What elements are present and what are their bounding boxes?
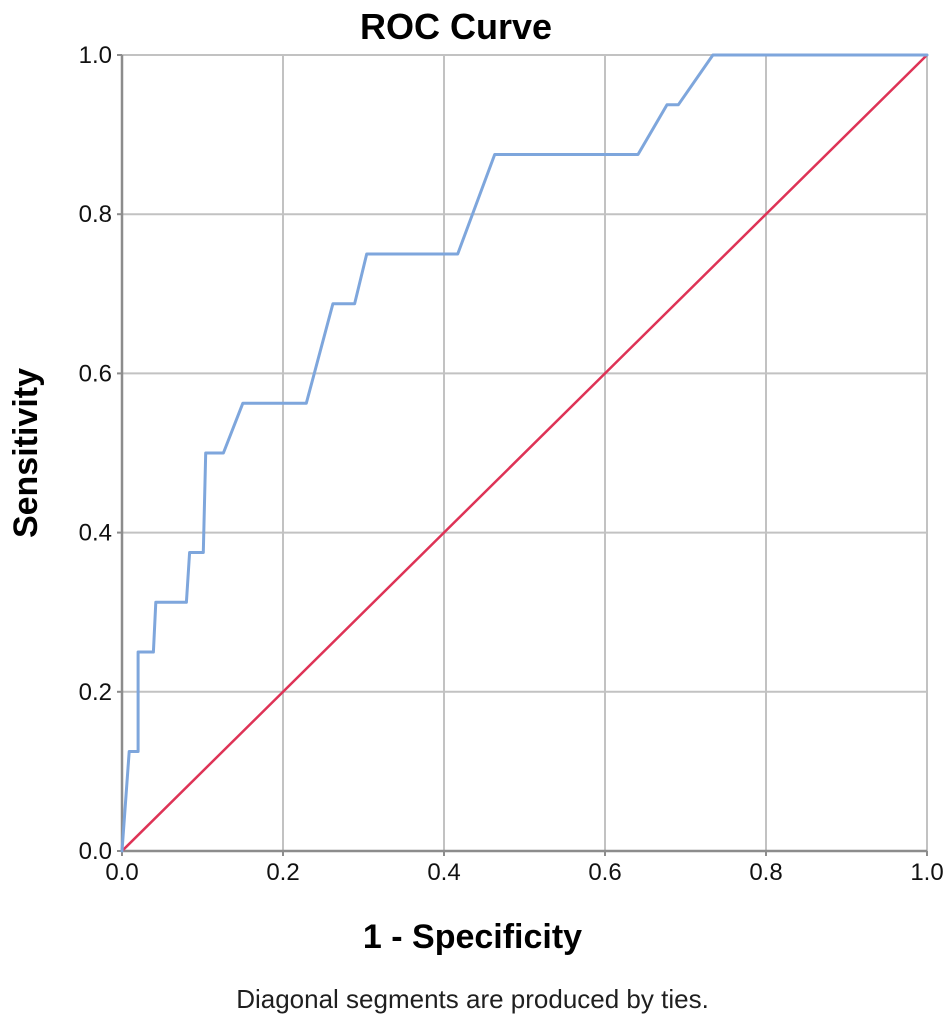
x-tick-label: 1.0 [910,859,943,886]
y-tick-label: 0.4 [79,520,112,547]
x-axis-title: 1 - Specificity [362,918,583,956]
y-tick-label: 0.0 [79,838,112,865]
chart-footnote: Diagonal segments are produced by ties. [236,984,709,1014]
y-axis-title: Sensitivity [7,367,45,539]
x-tick-label: 0.2 [266,859,299,886]
x-tick-label: 0.4 [427,859,460,886]
x-tick-label: 0.8 [749,859,782,886]
y-tick-label: 0.2 [79,679,112,706]
x-tick-label: 0.6 [588,859,621,886]
x-tick-label: 0.0 [105,859,138,886]
y-tick-label: 0.8 [79,201,112,228]
y-tick-label: 0.6 [79,360,112,387]
y-tick-label: 1.0 [79,42,112,69]
chart-title: ROC Curve [359,6,553,47]
reference-diagonal-line [120,53,929,853]
roc-curve-line [120,53,929,853]
